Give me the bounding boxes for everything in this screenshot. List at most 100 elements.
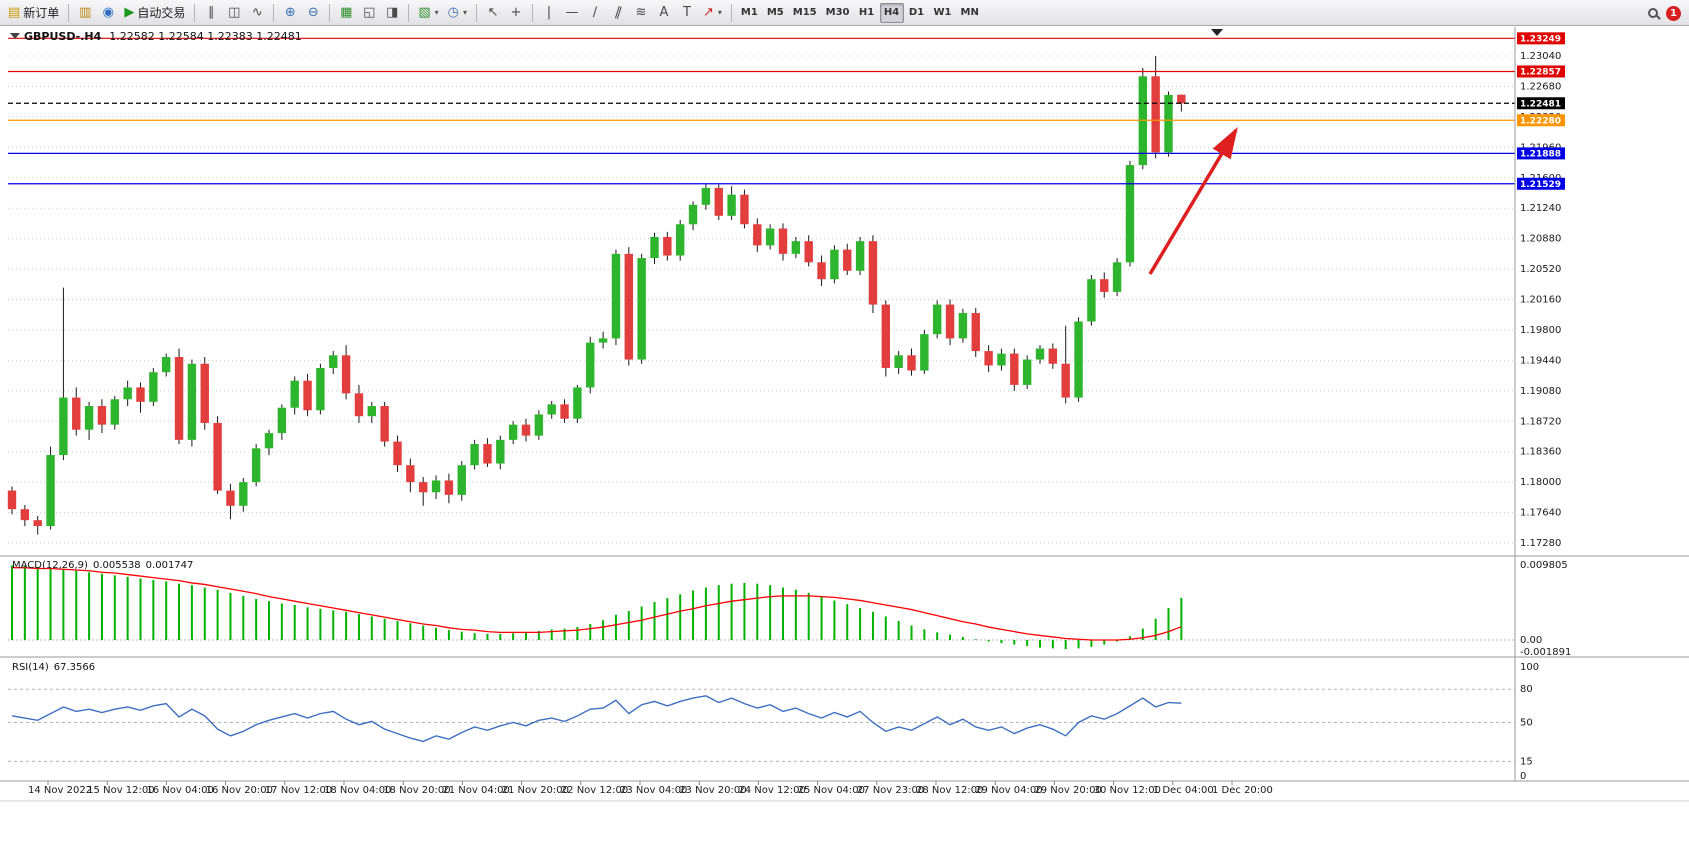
bull-candle	[727, 194, 736, 216]
bull-candle	[59, 397, 68, 456]
ohlc-values: 1.22582 1.22584 1.22383 1.22481	[109, 30, 301, 43]
shapes-tool-button[interactable]: ↗ ▾	[699, 2, 726, 24]
trend-arrow-annotation[interactable]	[1148, 126, 1238, 275]
bull-candle	[855, 241, 865, 271]
bear-candle	[778, 228, 788, 254]
crosshair-tool-button[interactable]: +	[505, 2, 527, 24]
chart-shift-marker[interactable]	[1211, 29, 1223, 36]
time-axis-label: 21 Nov 04:00	[442, 785, 509, 796]
time-axis-label: 21 Nov 20:00	[502, 785, 569, 796]
new-order-icon: ▤	[8, 5, 21, 20]
bull-candle	[1022, 359, 1032, 385]
price-chart-canvas[interactable]: 1.230401.226801.223201.219601.216001.212…	[0, 26, 1689, 862]
vertical-line-tool-button[interactable]: |	[538, 2, 560, 24]
autotrading-label: 自动交易	[137, 6, 186, 20]
autotrading-button[interactable]: ▶ 自动交易	[120, 2, 189, 24]
cursor-tool-button[interactable]: ↖	[482, 2, 504, 24]
arrange-vertical-button[interactable]: ◨	[381, 2, 403, 24]
current-price-price-tag-text: 1.22481	[1520, 99, 1561, 109]
time-axis-label: 24 Nov 12:00	[738, 785, 805, 796]
bull-candle	[701, 187, 711, 205]
channel-tool-button[interactable]: ∥	[607, 2, 629, 24]
chevron-down-icon: ▾	[462, 8, 467, 17]
bull-candle	[688, 204, 698, 225]
new-chart-button[interactable]: ▧ ▾	[414, 2, 442, 24]
bull-candle	[637, 258, 646, 360]
toolbar-separator	[476, 3, 477, 22]
trendline-tool-button[interactable]: ∕	[584, 2, 606, 24]
timeframe-d1[interactable]: D1	[908, 7, 925, 18]
time-axis-label: 1 Dec 04:00	[1153, 785, 1214, 796]
bull-candle	[920, 334, 929, 371]
price-axis-tick: 1.21240	[1520, 203, 1561, 214]
line-chart-mode-button[interactable]: ∿	[246, 2, 268, 24]
bull-candle	[123, 387, 132, 400]
new-chart-icon: ▧	[418, 5, 431, 20]
time-axis-label: 15 Nov 12:00	[87, 785, 154, 796]
toolbar-separator	[68, 3, 70, 22]
new-order-button[interactable]: ▤ 新订单	[4, 2, 63, 24]
bear-candle	[560, 404, 569, 419]
label-tool-button[interactable]: T	[676, 2, 698, 24]
horizontal-line-tool-button[interactable]: —	[561, 2, 583, 24]
bull-candle	[1112, 262, 1122, 292]
navigator-button[interactable]: ◉	[97, 2, 119, 24]
time-axis-label: 18 Nov 20:00	[383, 785, 450, 796]
tile-windows-button[interactable]: ▦	[335, 2, 357, 24]
chart-title: GBPUSD-.H4 1.22582 1.22584 1.22383 1.2248…	[24, 30, 302, 43]
timeframe-m5[interactable]: M5	[766, 7, 784, 18]
timeframe-m30[interactable]: M30	[825, 7, 850, 18]
time-axis-label: 25 Nov 04:00	[798, 785, 865, 796]
bear-candle	[1010, 353, 1019, 385]
zoom-in-button[interactable]: ⊕	[279, 2, 301, 24]
search-icon[interactable]	[1648, 8, 1658, 18]
period-button[interactable]: ◷ ▾	[444, 2, 471, 24]
timeframe-m15[interactable]: M15	[792, 7, 817, 18]
bull-candle	[534, 414, 544, 436]
grid-lines	[8, 55, 1515, 544]
price-axis-tick: 1.19080	[1520, 386, 1561, 397]
time-axis-label: 17 Nov 12:00	[265, 785, 332, 796]
bear-candle	[1177, 94, 1186, 104]
notification-badge[interactable]: 1	[1666, 5, 1681, 21]
candle-chart-mode-button[interactable]: ◫	[223, 2, 245, 24]
bull-candle	[1074, 321, 1083, 398]
bar-chart-mode-button[interactable]: ∥	[200, 2, 222, 24]
arrange-vertical-icon: ◨	[386, 5, 399, 20]
symbol-period-label: GBPUSD-.H4	[24, 30, 102, 43]
chart-window: 1.230401.226801.223201.219601.216001.212…	[0, 26, 1689, 862]
bear-candle	[72, 397, 81, 430]
bull-candle	[457, 465, 466, 495]
timeframe-w1[interactable]: W1	[933, 7, 952, 18]
vertical-line-icon: |	[546, 5, 552, 20]
market-watch-button[interactable]: ▥	[74, 2, 96, 24]
time-axis-label: 22 Nov 12:00	[561, 785, 628, 796]
macd-panel[interactable]	[0, 555, 1689, 650]
bear-candle	[663, 236, 672, 256]
rsi-axis-tick: 0	[1520, 771, 1526, 782]
bull-candle	[997, 353, 1006, 366]
bear-candle	[406, 465, 415, 483]
zoom-out-button[interactable]: ⊖	[302, 2, 324, 24]
bear-candle	[971, 313, 980, 352]
bull-candle	[958, 313, 968, 339]
timeframe-h1[interactable]: H1	[858, 7, 875, 18]
bear-candle	[97, 406, 107, 425]
bear-candle	[868, 241, 878, 305]
timeframe-m1[interactable]: M1	[740, 7, 758, 18]
zoom-in-icon: ⊕	[284, 5, 296, 20]
bull-candle	[367, 406, 376, 417]
price-axis-tick: 1.23040	[1520, 51, 1561, 62]
one-click-trading-toggle[interactable]	[10, 33, 20, 39]
fibonacci-tool-button[interactable]: ≋	[630, 2, 652, 24]
axes[interactable]: 1.230401.226801.223201.219601.216001.212…	[0, 27, 1689, 802]
bull-candle	[290, 380, 299, 408]
bear-candle	[1151, 76, 1160, 153]
bear-candle	[174, 356, 184, 440]
timeframe-h4[interactable]: H4	[879, 2, 904, 23]
timeframe-mn[interactable]: MN	[960, 7, 979, 18]
toolbar-right-tools: 1	[1648, 0, 1681, 26]
text-tool-button[interactable]: A	[653, 2, 675, 24]
cascade-windows-button[interactable]: ◱	[358, 2, 380, 24]
rsi-panel[interactable]	[0, 656, 1689, 762]
